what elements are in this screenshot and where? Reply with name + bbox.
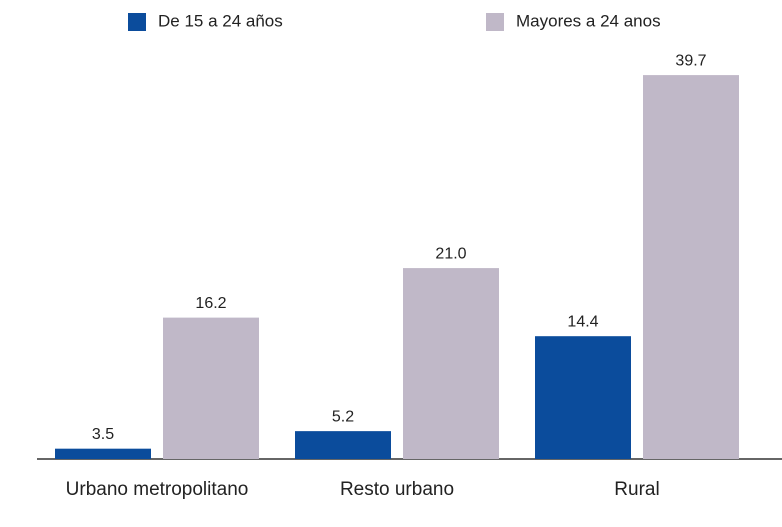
value-label: 16.2 <box>195 295 226 312</box>
x-tick-label: Urbano metropolitano <box>66 479 249 500</box>
legend-swatch <box>486 13 504 31</box>
x-tick-label: Resto urbano <box>340 479 454 500</box>
value-label: 39.7 <box>675 52 706 69</box>
bar <box>55 448 151 459</box>
legend-label: De 15 a 24 años <box>158 11 283 30</box>
value-label: 14.4 <box>567 313 598 330</box>
bar <box>643 75 739 459</box>
legend-swatch <box>128 13 146 31</box>
bar <box>163 317 259 459</box>
value-label: 3.5 <box>92 426 114 443</box>
bar <box>535 336 631 459</box>
legend-label: Mayores a 24 anos <box>516 11 661 30</box>
bar <box>403 268 499 459</box>
value-label: 21.0 <box>435 245 466 262</box>
value-label: 5.2 <box>332 408 354 425</box>
bar <box>295 431 391 459</box>
x-tick-label: Rural <box>614 479 659 500</box>
